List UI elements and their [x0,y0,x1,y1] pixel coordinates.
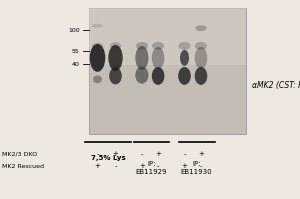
Ellipse shape [110,42,121,50]
Ellipse shape [152,42,164,50]
Ellipse shape [92,24,103,28]
Ellipse shape [108,45,123,71]
Text: 7,5% Lys: 7,5% Lys [91,155,125,161]
Text: αMK2 (CST: Rabbit): αMK2 (CST: Rabbit) [252,81,300,90]
Text: +: + [94,163,100,169]
Ellipse shape [195,42,207,50]
Ellipse shape [90,44,105,72]
Text: +: + [155,151,161,157]
Ellipse shape [93,75,102,83]
Ellipse shape [195,25,207,31]
Ellipse shape [195,67,207,85]
Text: +: + [112,151,118,157]
Text: +: + [139,163,145,169]
Ellipse shape [180,50,189,66]
Bar [88,8,246,134]
Text: -: - [200,163,202,169]
Text: -: - [114,163,117,169]
Text: MK2 Rescued: MK2 Rescued [2,164,43,169]
Text: IP:
EB11930: IP: EB11930 [181,161,212,175]
Ellipse shape [135,46,148,70]
Text: -: - [157,163,159,169]
Ellipse shape [178,67,191,85]
Ellipse shape [136,42,148,50]
Text: -: - [141,151,143,157]
Bar [88,8,246,65]
Text: -: - [96,151,99,157]
Text: +: + [182,163,188,169]
Text: 100: 100 [68,28,80,33]
Ellipse shape [178,42,190,50]
Ellipse shape [109,67,122,84]
Text: 40: 40 [72,62,80,67]
Ellipse shape [92,43,103,49]
Ellipse shape [135,67,148,84]
Text: 55: 55 [72,49,80,54]
Text: IP:
EB11929: IP: EB11929 [136,161,167,175]
Text: -: - [183,151,186,157]
Text: +: + [198,151,204,157]
Ellipse shape [152,47,164,69]
Ellipse shape [195,47,207,69]
Text: MK2/3 DKO: MK2/3 DKO [2,152,37,157]
Ellipse shape [152,67,164,85]
